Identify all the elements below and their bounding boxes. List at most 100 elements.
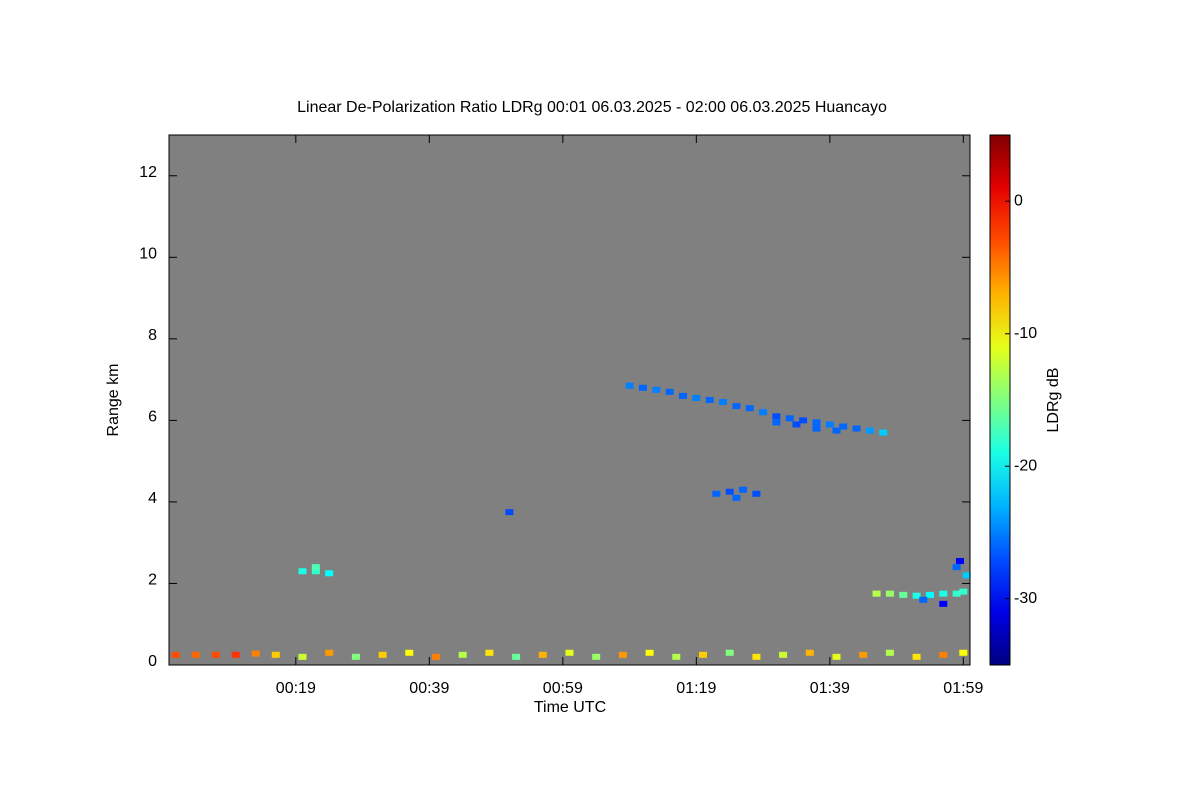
ldr-cell bbox=[211, 651, 220, 658]
ldr-cell bbox=[325, 570, 334, 577]
ldr-cell bbox=[512, 653, 521, 660]
ldr-cell bbox=[432, 653, 440, 660]
colorbar-tick-label: -20 bbox=[1014, 457, 1037, 474]
x-tick-label: 00:59 bbox=[543, 680, 583, 697]
x-axis-label: Time UTC bbox=[534, 699, 606, 716]
y-tick-label: 10 bbox=[139, 246, 157, 263]
colorbar-tick-label: 0 bbox=[1014, 192, 1023, 209]
ldr-cell bbox=[712, 490, 721, 497]
ldr-cell bbox=[952, 590, 961, 597]
plot-frame bbox=[168, 134, 971, 666]
ldr-cell bbox=[779, 651, 788, 658]
ldr-cell bbox=[899, 591, 908, 598]
ldr-cell bbox=[772, 419, 781, 426]
ldr-cell bbox=[812, 419, 821, 426]
ldr-cell bbox=[939, 651, 948, 658]
ldr-cell bbox=[251, 650, 260, 657]
ldr-cell bbox=[939, 590, 948, 597]
ldr-cell bbox=[271, 651, 280, 658]
ldr-cell bbox=[458, 651, 467, 658]
colorbar-tick-label: -30 bbox=[1014, 590, 1037, 607]
ldr-cell bbox=[298, 653, 307, 660]
ldr-cell bbox=[805, 649, 814, 656]
ldr-cell bbox=[912, 592, 921, 599]
ldr-cell bbox=[732, 403, 741, 410]
ldr-cell bbox=[638, 384, 647, 391]
ldr-cell bbox=[885, 590, 894, 597]
ldr-cell bbox=[939, 600, 948, 607]
y-tick-label: 12 bbox=[139, 164, 157, 181]
colorbar-label: LDRg dB bbox=[1045, 368, 1062, 433]
ldr-cell bbox=[832, 653, 841, 660]
ldr-cell bbox=[692, 394, 701, 401]
ldr-cell bbox=[812, 425, 821, 432]
ldr-cell bbox=[872, 590, 881, 597]
chart-title: Linear De-Polarization Ratio LDRg 00:01 … bbox=[297, 99, 887, 116]
ldr-cell bbox=[832, 427, 841, 434]
ldr-cell bbox=[665, 388, 674, 395]
ldr-cell bbox=[298, 568, 307, 575]
ldr-cell bbox=[311, 568, 320, 575]
ldr-cell bbox=[745, 405, 754, 412]
ldr-cell bbox=[959, 649, 968, 656]
ldr-cell bbox=[792, 421, 801, 428]
ldr-cell bbox=[752, 490, 761, 497]
ldr-cell bbox=[672, 653, 681, 660]
ldr-cell bbox=[839, 423, 848, 430]
ldr-cell bbox=[919, 596, 928, 603]
ldr-cell bbox=[705, 397, 714, 403]
ldr-cell bbox=[191, 651, 200, 658]
ldr-cell bbox=[912, 653, 921, 660]
ldr-cell bbox=[885, 649, 894, 656]
ldr-cell bbox=[739, 486, 748, 493]
ldr-cell bbox=[378, 651, 387, 658]
ldr-cell bbox=[955, 558, 964, 565]
ldr-cell bbox=[952, 564, 961, 571]
ldr-cell bbox=[652, 386, 661, 393]
ldr-cell bbox=[405, 649, 414, 656]
ldr-cell bbox=[645, 649, 654, 656]
ldr-cell bbox=[678, 392, 687, 399]
ldr-cell bbox=[959, 588, 968, 595]
ldr-cell bbox=[311, 564, 320, 571]
y-tick-label: 6 bbox=[148, 409, 157, 426]
y-tick-label: 2 bbox=[148, 572, 157, 589]
ldr-cell bbox=[732, 494, 741, 501]
y-tick-label: 4 bbox=[148, 490, 157, 507]
ldr-cell bbox=[505, 509, 514, 516]
ldr-cell bbox=[538, 651, 547, 658]
ldr-cell bbox=[618, 651, 627, 658]
y-axis-label: Range km bbox=[105, 364, 122, 437]
x-tick-label: 01:39 bbox=[810, 680, 850, 697]
ldr-cell bbox=[485, 649, 494, 656]
ldr-cell bbox=[231, 651, 240, 658]
ldr-cell bbox=[865, 427, 874, 434]
ldr-cell bbox=[772, 413, 781, 420]
ldr-cell bbox=[825, 421, 834, 428]
ldr-cell bbox=[325, 649, 334, 656]
ldr-cell bbox=[752, 653, 761, 660]
ldr-cell bbox=[625, 382, 634, 389]
ldr-cell bbox=[852, 425, 861, 432]
ldr-cell bbox=[759, 409, 768, 416]
colorbar-tick-label: -10 bbox=[1014, 325, 1037, 342]
ldr-cell bbox=[859, 651, 868, 658]
ldr-cell bbox=[565, 649, 574, 656]
plot-background bbox=[169, 135, 970, 665]
ldr-cell bbox=[171, 651, 180, 658]
ldr-cell bbox=[962, 572, 971, 579]
y-tick-label: 8 bbox=[148, 327, 157, 344]
x-tick-label: 01:59 bbox=[943, 680, 983, 697]
ldr-cell bbox=[925, 591, 934, 598]
y-tick-label: 0 bbox=[148, 653, 157, 670]
ldr-cell bbox=[879, 429, 888, 436]
x-tick-label: 00:39 bbox=[409, 680, 449, 697]
x-tick-label: 00:19 bbox=[276, 680, 316, 697]
ldr-cell bbox=[699, 651, 707, 658]
ldr-cell bbox=[725, 488, 734, 495]
ldr-cell bbox=[719, 399, 728, 406]
ldr-cell bbox=[799, 417, 808, 424]
ldr-cell bbox=[351, 653, 360, 660]
ldr-cell bbox=[785, 415, 794, 422]
